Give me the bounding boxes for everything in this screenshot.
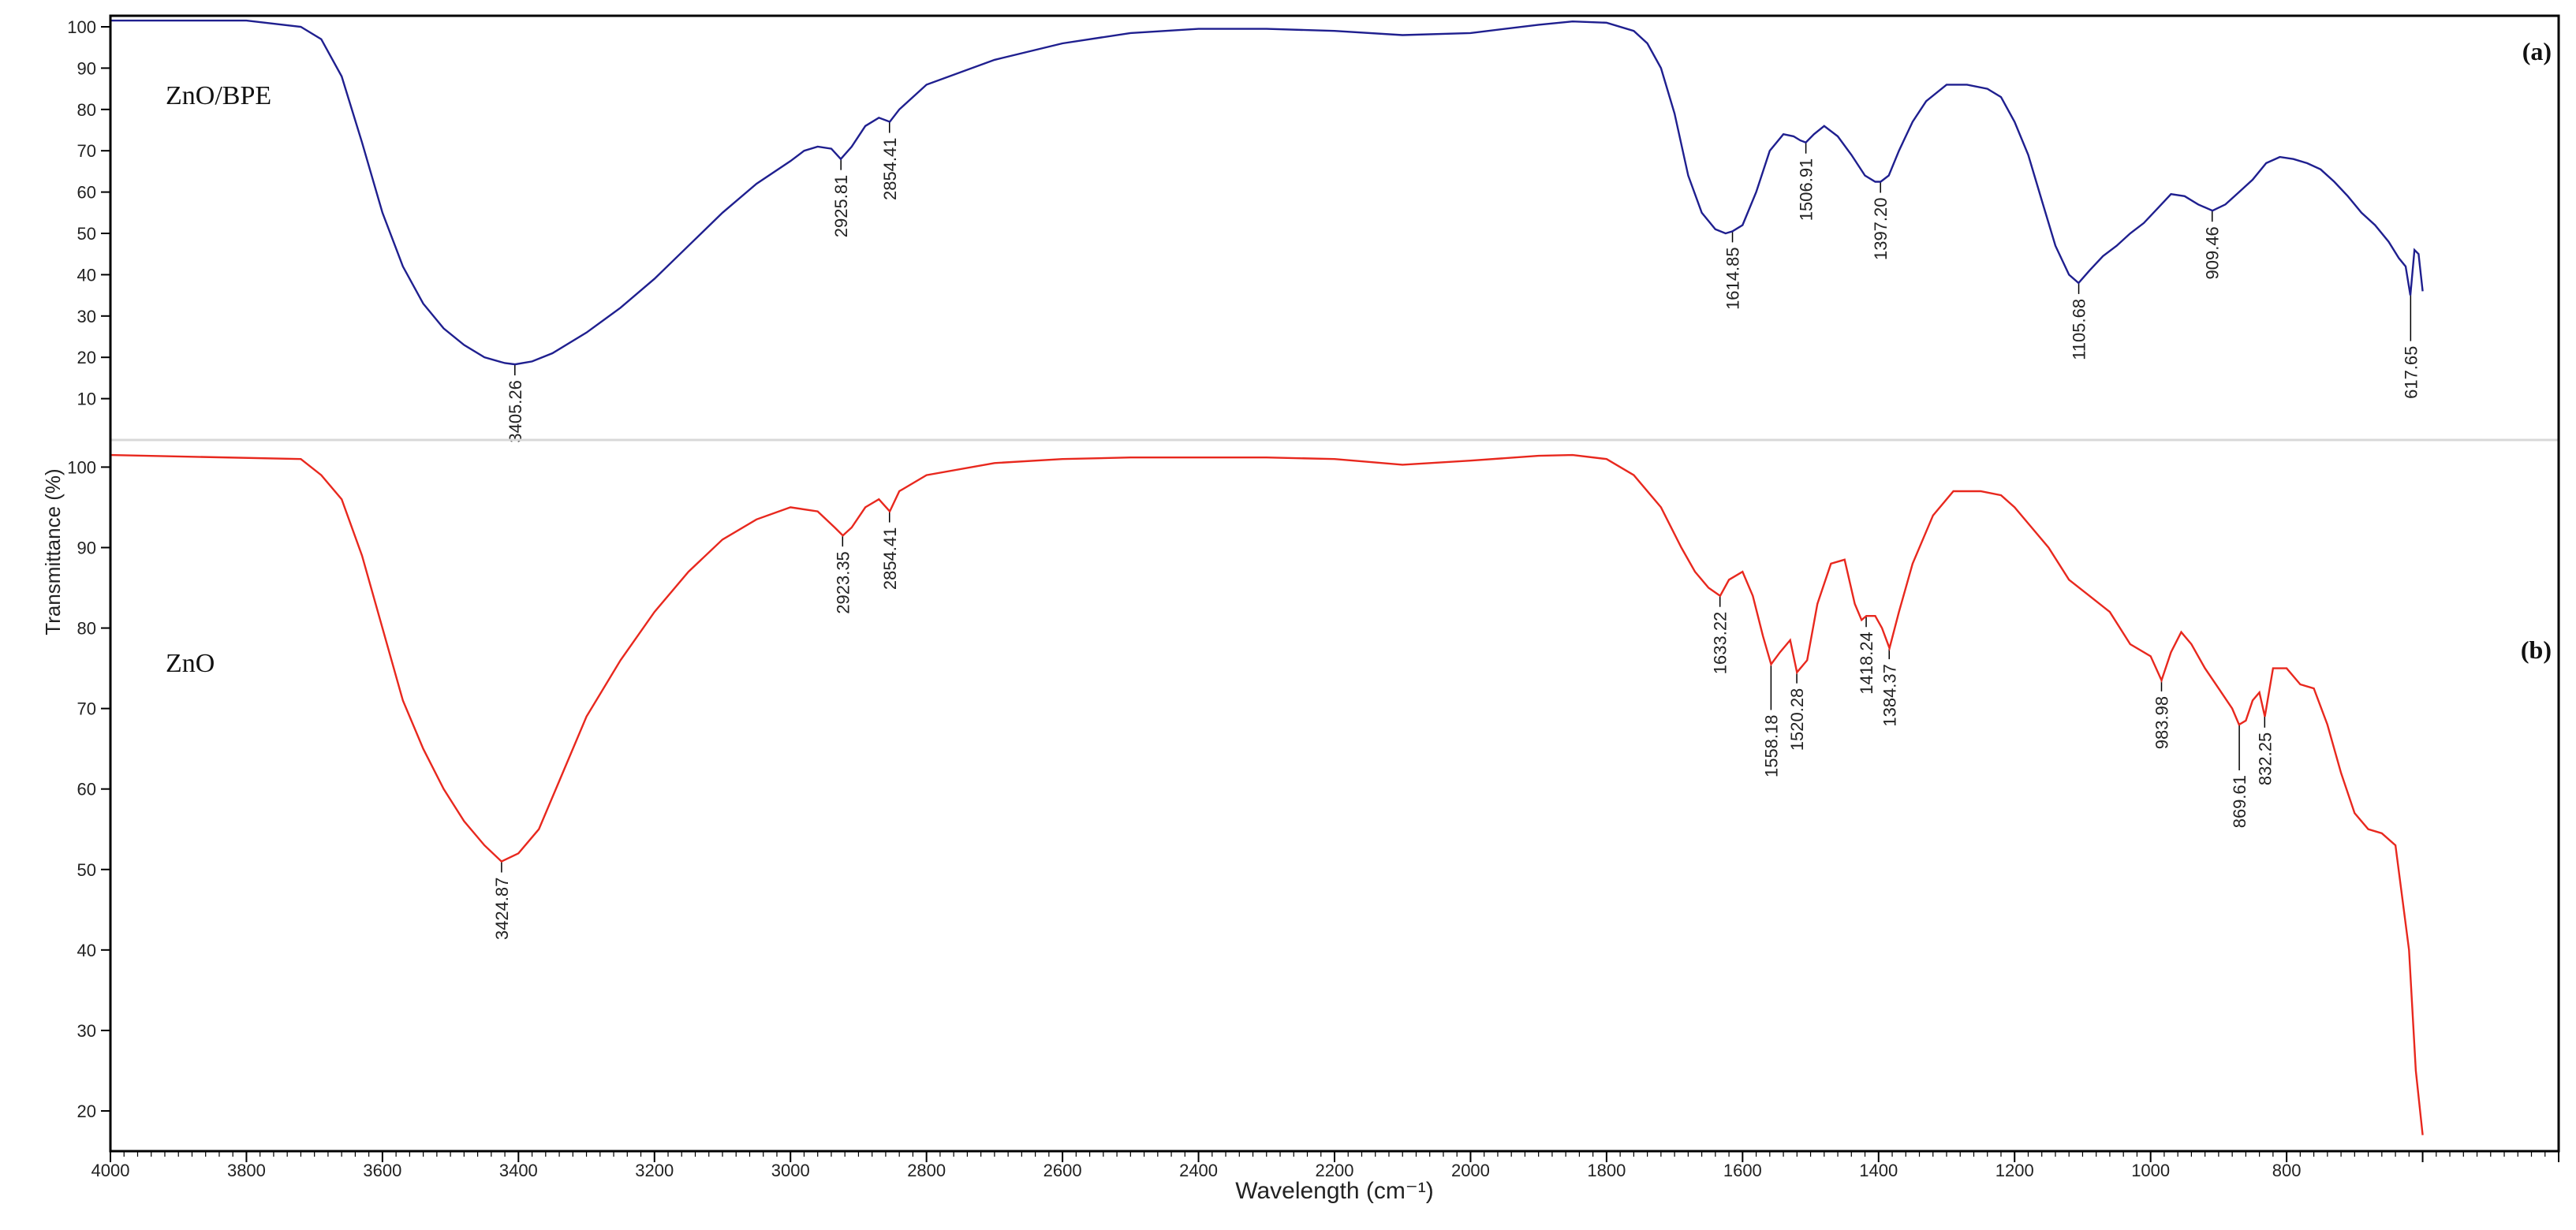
peak-label: 1506.91 <box>1797 158 1816 222</box>
panel-b-y-tick-label: 60 <box>77 780 96 800</box>
panel-a-y-tick-label: 40 <box>77 265 96 285</box>
x-tick-label: 1400 <box>1859 1161 1898 1180</box>
peak-label: 832.25 <box>2255 732 2275 785</box>
x-tick-label: 1000 <box>2131 1161 2170 1180</box>
peak-label: 2925.81 <box>831 175 851 238</box>
panel-a-peaks: 3405.26 2925.81 2854.41 1614.85 1506.91 1397.… <box>506 121 2421 443</box>
peak-label: 1384.37 <box>1880 664 1899 727</box>
panel-b-sample-name: ZnO <box>166 649 215 678</box>
panel-b-y-tick-label: 30 <box>77 1021 96 1041</box>
panel-a-y-tick-label: 100 <box>67 17 96 37</box>
y-axis-label: Transmittance (%) <box>41 468 65 635</box>
panel-b-y-ticks: 20 30 40 50 60 70 80 90 100 <box>67 457 110 1121</box>
panel-b-y-tick-label: 70 <box>77 699 96 719</box>
panel-b-y-tick-label: 40 <box>77 941 96 960</box>
panel-a-spectrum-line <box>110 19 2424 366</box>
panel-b-peaks: 3424.87 2923.35 2854.41 1633.22 1558.18 1520.… <box>492 511 2275 941</box>
panel-a-sample-name: ZnO/BPE <box>166 81 271 110</box>
panel-a-y-tick-label: 70 <box>77 141 96 161</box>
x-tick-label: 1800 <box>1587 1161 1626 1180</box>
peak-label: 1520.28 <box>1787 688 1807 751</box>
peak-label: 617.65 <box>2401 346 2421 399</box>
panel-b-y-tick-label: 20 <box>77 1101 96 1121</box>
panel-a-y-ticks: 10 20 30 40 50 60 70 80 90 100 <box>67 17 110 409</box>
panel-a: 10 20 30 40 50 60 70 80 90 100 3405.26 2925.81 2854… <box>67 17 2552 443</box>
peak-label: 1558.18 <box>1761 715 1781 778</box>
peak-label: 2854.41 <box>880 138 900 201</box>
x-tick-label: 2400 <box>1179 1161 1218 1180</box>
panel-a-y-tick-label: 20 <box>77 348 96 367</box>
x-axis-label: Wavelength (cm⁻¹) <box>1235 1178 1433 1204</box>
x-tick-label: 2800 <box>907 1161 946 1180</box>
panel-a-y-tick-label: 10 <box>77 390 96 409</box>
x-tick-label: 3200 <box>635 1161 674 1180</box>
panel-a-tag: (a) <box>2522 37 2552 65</box>
panel-a-y-tick-label: 30 <box>77 307 96 326</box>
peak-label: 983.98 <box>2152 696 2172 749</box>
x-tick-label: 2200 <box>1316 1161 1354 1180</box>
panel-a-y-tick-label: 60 <box>77 183 96 203</box>
peak-label: 1397.20 <box>1871 198 1891 261</box>
x-tick-label: 1600 <box>1723 1161 1762 1180</box>
panel-b-y-tick-label: 50 <box>77 860 96 880</box>
x-axis: 4000 3800 3600 3400 3200 3000 2800 2600 2400 2200… <box>91 1151 2559 1180</box>
peak-label: 1418.24 <box>1857 632 1876 695</box>
peak-label: 1633.22 <box>1711 612 1730 675</box>
panel-a-y-tick-label: 50 <box>77 224 96 244</box>
peak-label: 909.46 <box>2203 226 2223 279</box>
peak-label: 1614.85 <box>1723 247 1743 310</box>
peak-label: 2923.35 <box>833 551 853 614</box>
panel-a-y-tick-label: 90 <box>77 58 96 78</box>
peak-label: 1105.68 <box>2070 299 2089 360</box>
x-tick-label: 3000 <box>771 1161 810 1180</box>
panel-b-y-tick-label: 90 <box>77 538 96 557</box>
panel-a-y-tick-label: 80 <box>77 100 96 120</box>
peak-label: 3424.87 <box>492 878 512 941</box>
panel-b: 20 30 40 50 60 70 80 90 100 3424.87 2923.35 2854.4… <box>67 453 2552 1135</box>
peak-label: 2854.41 <box>880 527 900 591</box>
x-tick-label: 2000 <box>1451 1161 1490 1180</box>
x-tick-label: 3400 <box>499 1161 538 1180</box>
panel-b-y-tick-label: 80 <box>77 619 96 639</box>
x-tick-label: 3600 <box>363 1161 401 1180</box>
peak-label: 3405.26 <box>506 380 525 443</box>
x-tick-label: 2600 <box>1043 1161 1082 1180</box>
x-tick-label: 1200 <box>1995 1161 2034 1180</box>
x-tick-label: 4000 <box>91 1161 130 1180</box>
panel-b-tag: (b) <box>2521 636 2552 664</box>
peak-label: 869.61 <box>2230 775 2249 828</box>
x-tick-label: 3800 <box>227 1161 266 1180</box>
x-tick-label: 800 <box>2272 1161 2302 1180</box>
panel-b-y-tick-label: 100 <box>67 457 96 477</box>
panel-b-spectrum-line <box>110 453 2424 1135</box>
